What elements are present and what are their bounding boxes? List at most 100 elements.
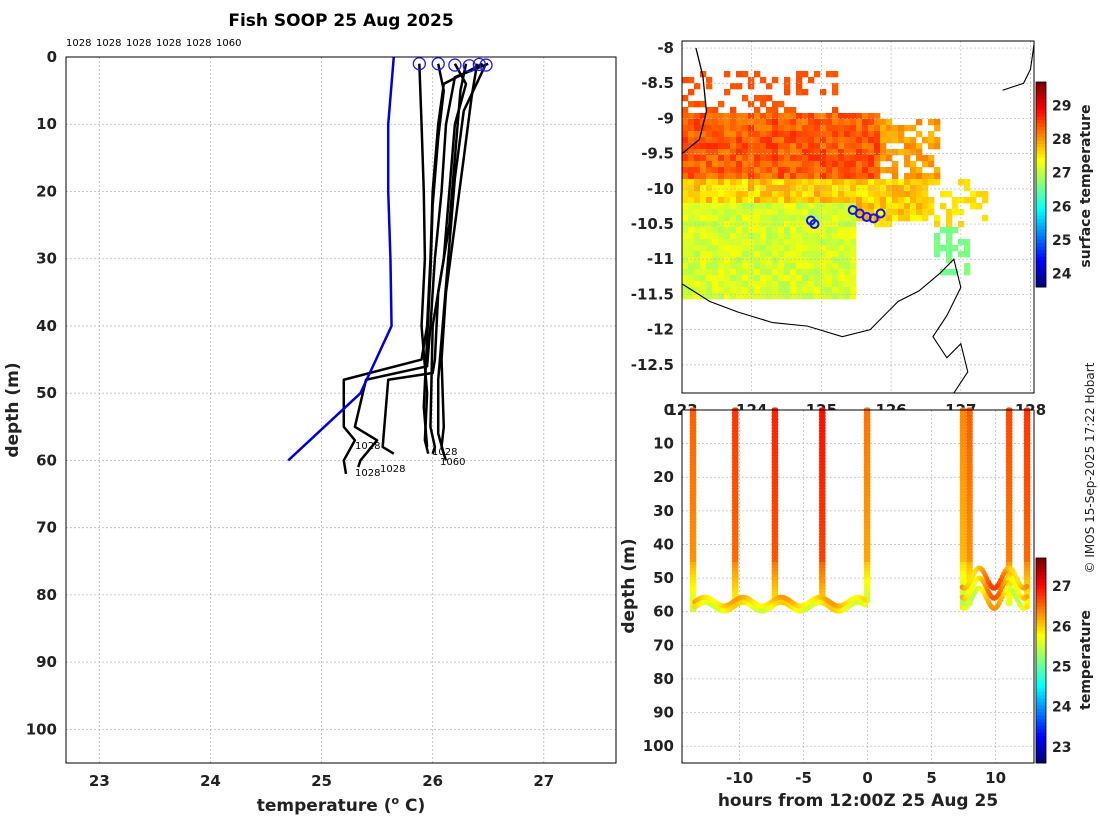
map-gridlines [681,41,1034,393]
sst-heatmap [682,71,989,300]
y-tick-label: 90 [36,653,57,671]
colorbar-swatch [1036,732,1046,737]
map-panel: -8-8.5-9-9.5-10-10.5-11-11.5-12-12.51231… [631,39,1094,419]
y-tick-label: 40 [653,535,674,553]
colorbar-frame [1035,557,1047,764]
colorbar-swatch [1036,595,1046,600]
colorbar-swatch [1036,259,1046,264]
coastline-segment [1002,44,1035,91]
time-depth-plot-frame [681,409,1035,764]
profile-y-axis-label: depth (m) [3,362,23,457]
colorbar-swatch [1036,691,1046,696]
colorbar-swatch [1036,636,1046,641]
colorbar-tick-label: 27 [1052,166,1071,182]
colorbar-swatch [1036,633,1046,638]
colorbar-swatch [1036,146,1046,151]
colorbar-swatch [1036,640,1046,644]
colorbar-swatch [1036,722,1046,726]
x-tick-label: -10 [726,769,753,787]
colorbar-swatch [1036,578,1046,583]
y-tick-label: 80 [36,586,57,604]
lat-tick-label: -10 [647,180,674,198]
colorbar-swatch [1036,232,1046,237]
colorbar-swatch [1036,742,1046,747]
colorbar-swatch [1036,626,1046,631]
profile-start-marker [462,59,476,73]
colorbar-swatch [1036,88,1046,93]
copyright-credit: © IMOS 15-Sep-2025 17:22 Hobart [1083,362,1097,573]
top-profile-label: 1028 [96,38,121,49]
colorbar-swatch [1036,616,1046,620]
colorbar-swatch [1036,92,1046,97]
x-tick-label: 23 [89,772,110,790]
y-tick-label: 10 [653,435,674,453]
colorbar-swatch [1036,235,1046,240]
colorbar-swatch [1036,687,1046,692]
profile-end-label: 1060 [440,457,465,468]
colorbar-swatch [1036,225,1046,230]
y-tick-label: 50 [653,569,674,587]
colorbar-swatch [1036,622,1046,627]
coastline-segment [681,47,708,155]
top-profile-label: 1028 [186,38,211,49]
colorbar-swatch [1036,191,1046,196]
colorbar-swatch [1036,759,1046,764]
profile-panel: Fish SOOP 25 Aug 2025 23 24 25 26 27 0 10 20 30 4… [3,11,617,816]
profile-end-label: 1028 [355,468,380,479]
colorbar-swatch [1036,735,1046,740]
colorbar-swatch [1036,561,1046,566]
top-profile-label: 1060 [216,38,241,49]
colorbar-swatch [1036,222,1046,226]
colorbar-swatch [1036,208,1046,213]
ship-track-point [868,213,879,224]
x-tick-label: 5 [926,769,936,787]
y-tick-label: 30 [653,502,674,520]
profile-line [436,63,488,455]
colorbar-swatch [1036,252,1046,257]
x-tick-label: 10 [985,769,1006,787]
colorbar-swatch [1036,745,1046,750]
temperature-colorbar-label: temperature [1078,610,1094,710]
profile-x-axis-label: temperature (o C) [257,794,426,816]
colorbar-swatch [1036,663,1046,668]
colorbar-swatch [1036,605,1046,610]
colorbar-swatch [1036,646,1046,651]
colorbar-swatch [1036,728,1046,733]
colorbar-swatch [1036,263,1046,267]
top-profile-label: 1028 [126,38,151,49]
colorbar-swatch [1036,657,1046,661]
profile-end-label: 1028 [432,447,457,458]
y-tick-label: 0 [47,48,57,66]
colorbar-tick-label: 24 [1052,700,1072,716]
colorbar-swatch [1036,592,1046,597]
lat-tick-label: -10.5 [631,215,674,233]
colorbar-swatch [1036,599,1046,603]
profile-line [353,62,489,468]
colorbar-swatch [1036,239,1046,244]
colorbar-swatch [1036,187,1046,192]
profile-top-labels: 1028 1028 1028 1028 1028 1060 [66,38,241,49]
colorbar-swatch [1036,670,1046,675]
lat-tick-label: -9 [657,109,674,127]
colorbar-swatch [1036,157,1046,162]
time-depth-y-axis-label: depth (m) [619,538,639,633]
sst-colorbar: 24 25 26 27 28 29 [1035,81,1072,288]
colorbar-swatch [1036,704,1046,709]
colorbar-swatch [1036,558,1046,562]
coastline [681,44,1035,394]
colorbar-swatch [1036,218,1046,223]
profile-start-marker [431,57,445,71]
colorbar-swatch [1036,249,1046,254]
colorbar-swatch [1036,749,1046,754]
top-profile-label: 1028 [156,38,181,49]
colorbar-tick-label: 25 [1052,233,1071,249]
colorbar-swatch [1036,280,1046,285]
colorbar-swatch [1036,602,1046,607]
colorbar-swatch [1036,174,1046,179]
colorbar-swatch [1036,170,1046,175]
colorbar-swatch [1036,619,1046,624]
colorbar-tick-label: 26 [1052,619,1071,635]
colorbar-swatch [1036,575,1046,579]
